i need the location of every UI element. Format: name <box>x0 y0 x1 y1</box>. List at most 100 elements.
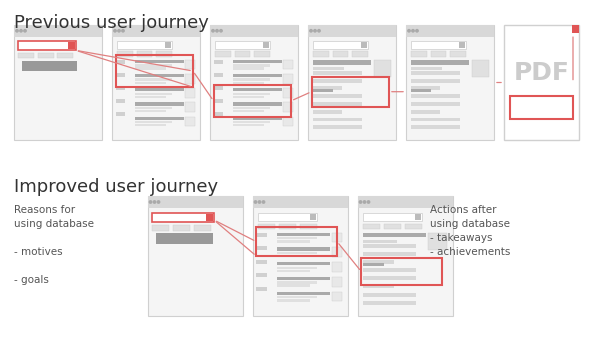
FancyBboxPatch shape <box>256 287 266 291</box>
Circle shape <box>122 30 124 32</box>
FancyBboxPatch shape <box>363 244 416 248</box>
FancyBboxPatch shape <box>38 53 53 58</box>
FancyBboxPatch shape <box>332 277 342 287</box>
Circle shape <box>258 201 260 203</box>
FancyBboxPatch shape <box>233 64 270 67</box>
FancyBboxPatch shape <box>277 284 310 287</box>
FancyBboxPatch shape <box>116 112 125 116</box>
Circle shape <box>367 201 370 203</box>
FancyBboxPatch shape <box>411 60 469 65</box>
FancyBboxPatch shape <box>411 52 427 57</box>
FancyBboxPatch shape <box>116 73 125 77</box>
FancyBboxPatch shape <box>233 96 263 98</box>
FancyBboxPatch shape <box>258 224 275 229</box>
FancyBboxPatch shape <box>277 233 331 236</box>
FancyBboxPatch shape <box>277 252 317 254</box>
FancyBboxPatch shape <box>431 52 446 57</box>
Circle shape <box>154 201 156 203</box>
FancyBboxPatch shape <box>363 213 422 221</box>
FancyBboxPatch shape <box>411 41 466 49</box>
FancyBboxPatch shape <box>210 25 298 140</box>
FancyBboxPatch shape <box>116 60 125 64</box>
FancyBboxPatch shape <box>14 25 102 36</box>
FancyBboxPatch shape <box>363 252 416 256</box>
FancyBboxPatch shape <box>332 247 342 257</box>
FancyBboxPatch shape <box>374 60 391 77</box>
Circle shape <box>310 30 312 32</box>
FancyBboxPatch shape <box>152 213 214 223</box>
Circle shape <box>314 30 316 32</box>
FancyBboxPatch shape <box>135 110 166 112</box>
Circle shape <box>157 201 160 203</box>
FancyBboxPatch shape <box>135 88 184 92</box>
Circle shape <box>416 30 418 32</box>
FancyBboxPatch shape <box>361 42 367 49</box>
FancyBboxPatch shape <box>254 52 270 57</box>
FancyBboxPatch shape <box>411 71 460 75</box>
FancyBboxPatch shape <box>313 60 371 65</box>
FancyBboxPatch shape <box>233 78 270 81</box>
FancyBboxPatch shape <box>411 94 460 98</box>
Text: Improved user journey: Improved user journey <box>14 178 218 196</box>
FancyBboxPatch shape <box>277 237 317 239</box>
FancyBboxPatch shape <box>233 117 282 120</box>
FancyBboxPatch shape <box>313 86 342 90</box>
FancyBboxPatch shape <box>253 196 347 208</box>
FancyBboxPatch shape <box>313 102 362 106</box>
FancyBboxPatch shape <box>185 88 194 98</box>
FancyBboxPatch shape <box>156 52 172 57</box>
FancyBboxPatch shape <box>135 78 172 81</box>
FancyBboxPatch shape <box>233 67 263 70</box>
FancyBboxPatch shape <box>233 121 270 123</box>
FancyBboxPatch shape <box>112 25 200 36</box>
FancyBboxPatch shape <box>233 103 282 106</box>
Circle shape <box>359 201 362 203</box>
FancyBboxPatch shape <box>135 103 184 106</box>
FancyBboxPatch shape <box>148 196 242 316</box>
Circle shape <box>118 30 120 32</box>
FancyBboxPatch shape <box>277 255 310 257</box>
FancyBboxPatch shape <box>253 196 347 316</box>
Text: Reasons for
using database

- motives

- goals: Reasons for using database - motives - g… <box>14 205 94 285</box>
FancyBboxPatch shape <box>235 52 250 57</box>
FancyBboxPatch shape <box>428 233 447 250</box>
FancyBboxPatch shape <box>472 60 489 77</box>
FancyBboxPatch shape <box>279 224 296 229</box>
Text: Actions after
using database
- takeaways
- achievements: Actions after using database - takeaways… <box>430 205 511 257</box>
FancyBboxPatch shape <box>411 67 442 70</box>
FancyBboxPatch shape <box>277 291 331 295</box>
FancyBboxPatch shape <box>308 25 396 36</box>
FancyBboxPatch shape <box>571 25 579 32</box>
FancyBboxPatch shape <box>173 225 190 231</box>
FancyBboxPatch shape <box>277 240 310 243</box>
FancyBboxPatch shape <box>363 224 380 229</box>
Circle shape <box>220 30 222 32</box>
FancyBboxPatch shape <box>411 110 440 114</box>
FancyBboxPatch shape <box>206 214 213 222</box>
Circle shape <box>24 30 26 32</box>
FancyBboxPatch shape <box>332 291 342 301</box>
FancyBboxPatch shape <box>215 41 270 49</box>
FancyBboxPatch shape <box>308 25 396 140</box>
FancyBboxPatch shape <box>137 52 152 57</box>
FancyBboxPatch shape <box>135 67 166 70</box>
Circle shape <box>364 201 366 203</box>
FancyBboxPatch shape <box>155 233 212 244</box>
FancyBboxPatch shape <box>460 42 465 49</box>
FancyBboxPatch shape <box>332 233 342 242</box>
FancyBboxPatch shape <box>283 74 293 84</box>
FancyBboxPatch shape <box>363 292 416 297</box>
FancyBboxPatch shape <box>313 71 362 75</box>
FancyBboxPatch shape <box>214 86 223 90</box>
Circle shape <box>149 201 152 203</box>
FancyBboxPatch shape <box>283 117 293 126</box>
FancyBboxPatch shape <box>14 25 102 140</box>
FancyBboxPatch shape <box>363 301 416 305</box>
FancyBboxPatch shape <box>185 117 194 126</box>
FancyBboxPatch shape <box>116 99 125 103</box>
FancyBboxPatch shape <box>57 53 73 58</box>
FancyBboxPatch shape <box>300 224 317 229</box>
FancyBboxPatch shape <box>277 299 310 302</box>
FancyBboxPatch shape <box>313 125 362 129</box>
FancyBboxPatch shape <box>135 96 166 98</box>
